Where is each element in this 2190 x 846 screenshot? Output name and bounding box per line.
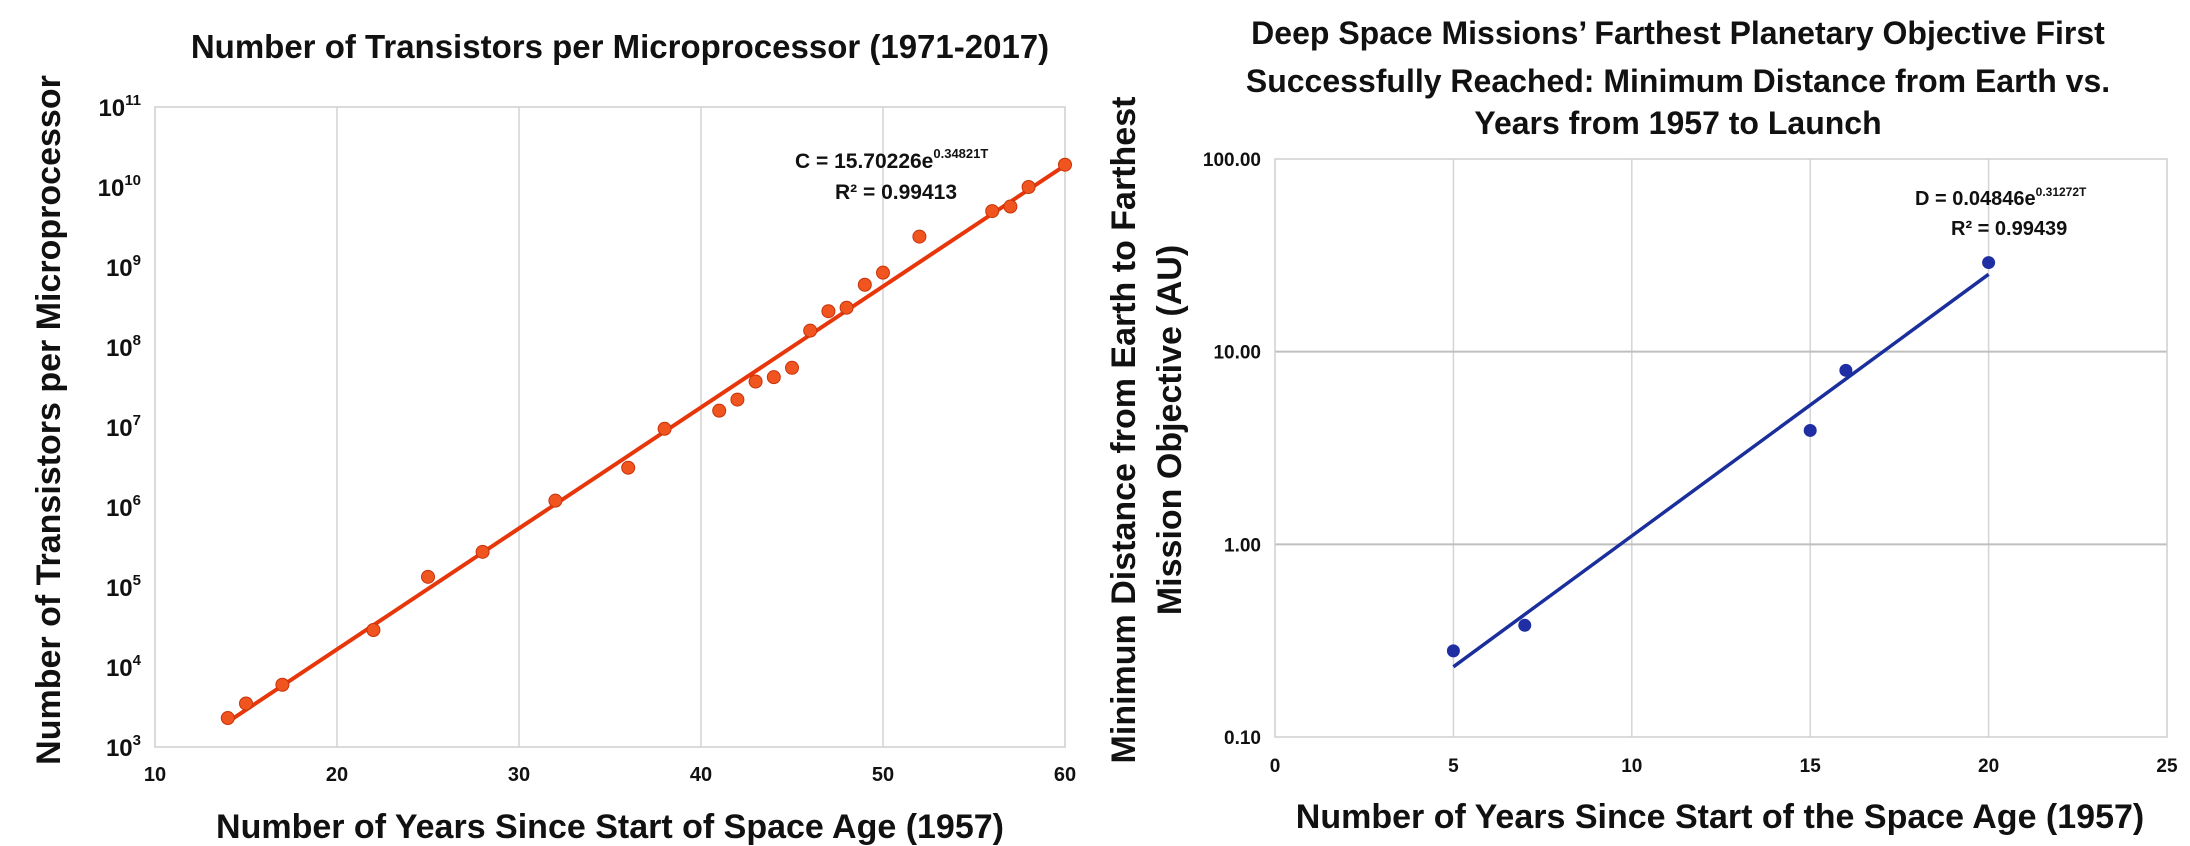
deep-space-equation-exponent: 0.31272T: [2036, 185, 2087, 199]
transistor-data-point: [766, 370, 781, 385]
transistor-data-point: [657, 421, 672, 436]
transistor-data-point: [239, 696, 253, 711]
transistor-equation-exponent: 0.34821T: [933, 146, 988, 161]
transistor-data-point: [839, 300, 854, 315]
transistor-data-point: [876, 265, 890, 280]
deep-space-x-tick-label: 5: [1448, 756, 1459, 777]
transistor-data-point: [1003, 199, 1018, 214]
transistor-x-tick-label: 10: [144, 764, 166, 786]
transistor-data-point: [548, 493, 563, 508]
deep-space-data-point: [1982, 256, 1996, 270]
transistor-chart: Number of Transistors per Microprocessor…: [30, 28, 1076, 846]
deep-space-r2: R² = 0.99439: [1951, 218, 2067, 240]
deep-space-y-axis-label-line-1: Minimum Distance from Earth to Farthest: [1105, 97, 1143, 764]
transistor-x-tick-label: 50: [872, 764, 894, 786]
deep-space-y-tick-label: 10.00: [1213, 343, 1261, 364]
transistor-data-point: [821, 304, 836, 319]
transistor-data-point: [857, 277, 872, 292]
deep-space-x-tick-label: 15: [1800, 756, 1822, 777]
transistor-y-tick-label: 106: [106, 492, 141, 522]
transistor-data-point: [748, 374, 763, 389]
transistor-y-tick-label: 109: [106, 252, 141, 282]
transistor-data-point: [912, 229, 927, 244]
transistor-data-point: [1021, 180, 1036, 194]
transistor-data-point: [785, 360, 799, 375]
transistor-r2: R² = 0.99413: [835, 181, 957, 204]
deep-space-plot-area: [1274, 158, 2168, 738]
transistor-data-point: [475, 544, 490, 559]
deep-space-x-tick-label: 25: [2156, 756, 2178, 777]
deep-space-x-tick-label: 10: [1621, 756, 1642, 777]
deep-space-y-axis-label-line-2: Mission Objective (AU): [1151, 245, 1189, 615]
deep-space-title-line-3: Years from 1957 to Launch: [1474, 105, 1881, 141]
transistor-y-tick-label: 107: [106, 412, 141, 442]
deep-space-x-tick-label: 0: [1270, 756, 1281, 777]
transistor-data-point: [712, 403, 727, 418]
deep-space-title-line-2: Successfully Reached: Minimum Distance f…: [1246, 63, 2110, 99]
transistor-chart-title: Number of Transistors per Microprocessor…: [191, 28, 1049, 65]
deep-space-y-tick-label: 100.00: [1203, 150, 1261, 171]
deep-space-equation: D = 0.04846e0.31272T: [1915, 185, 2087, 210]
transistor-y-tick-label: 105: [106, 572, 141, 602]
transistor-x-axis-label: Number of Years Since Start of Space Age…: [216, 808, 1004, 846]
transistor-data-point: [366, 623, 381, 638]
transistor-data-point: [621, 460, 636, 475]
transistor-y-tick-label: 108: [106, 332, 141, 362]
transistor-data-point: [1058, 157, 1072, 172]
transistor-y-tick-label: 103: [106, 732, 141, 762]
transistor-data-point: [985, 204, 1000, 219]
transistor-data-point: [803, 323, 818, 338]
deep-space-x-axis-label: Number of Years Since Start of the Space…: [1296, 798, 2144, 836]
deep-space-data-point: [1803, 423, 1817, 437]
transistor-equation: C = 15.70226e0.34821T: [795, 146, 988, 173]
deep-space-x-tick-label: 20: [1978, 756, 1999, 777]
transistor-data-point: [421, 569, 435, 584]
deep-space-data-point: [1518, 618, 1532, 632]
transistor-equation-base: C = 15.70226e: [795, 150, 933, 173]
transistor-y-tick-label: 1010: [98, 172, 141, 202]
deep-space-equation-base: D = 0.04846e: [1915, 188, 2036, 210]
transistor-data-point: [220, 711, 235, 726]
transistor-x-tick-label: 40: [690, 764, 712, 786]
transistor-x-tick-label: 60: [1054, 764, 1076, 786]
transistor-plot-area: [154, 106, 1066, 748]
transistor-data-point: [275, 677, 290, 692]
deep-space-chart: Deep Space Missions’ Farthest Planetary …: [1105, 15, 2178, 836]
deep-space-data-point: [1839, 363, 1853, 377]
deep-space-data-point: [1446, 644, 1460, 658]
transistor-data-point: [730, 392, 745, 407]
transistor-y-axis-label: Number of Transistors per Microprocessor: [30, 75, 68, 765]
transistor-trendline: [226, 163, 1067, 724]
transistor-y-tick-label: 104: [106, 652, 142, 682]
transistor-x-tick-label: 30: [508, 764, 530, 786]
transistor-x-tick-label: 20: [326, 764, 348, 786]
deep-space-trendline: [1452, 272, 1990, 669]
transistor-y-tick-label: 1011: [98, 92, 141, 122]
deep-space-title-line-1: Deep Space Missions’ Farthest Planetary …: [1251, 15, 2105, 51]
deep-space-y-tick-label: 1.00: [1224, 535, 1261, 556]
deep-space-y-tick-label: 0.10: [1224, 728, 1261, 749]
